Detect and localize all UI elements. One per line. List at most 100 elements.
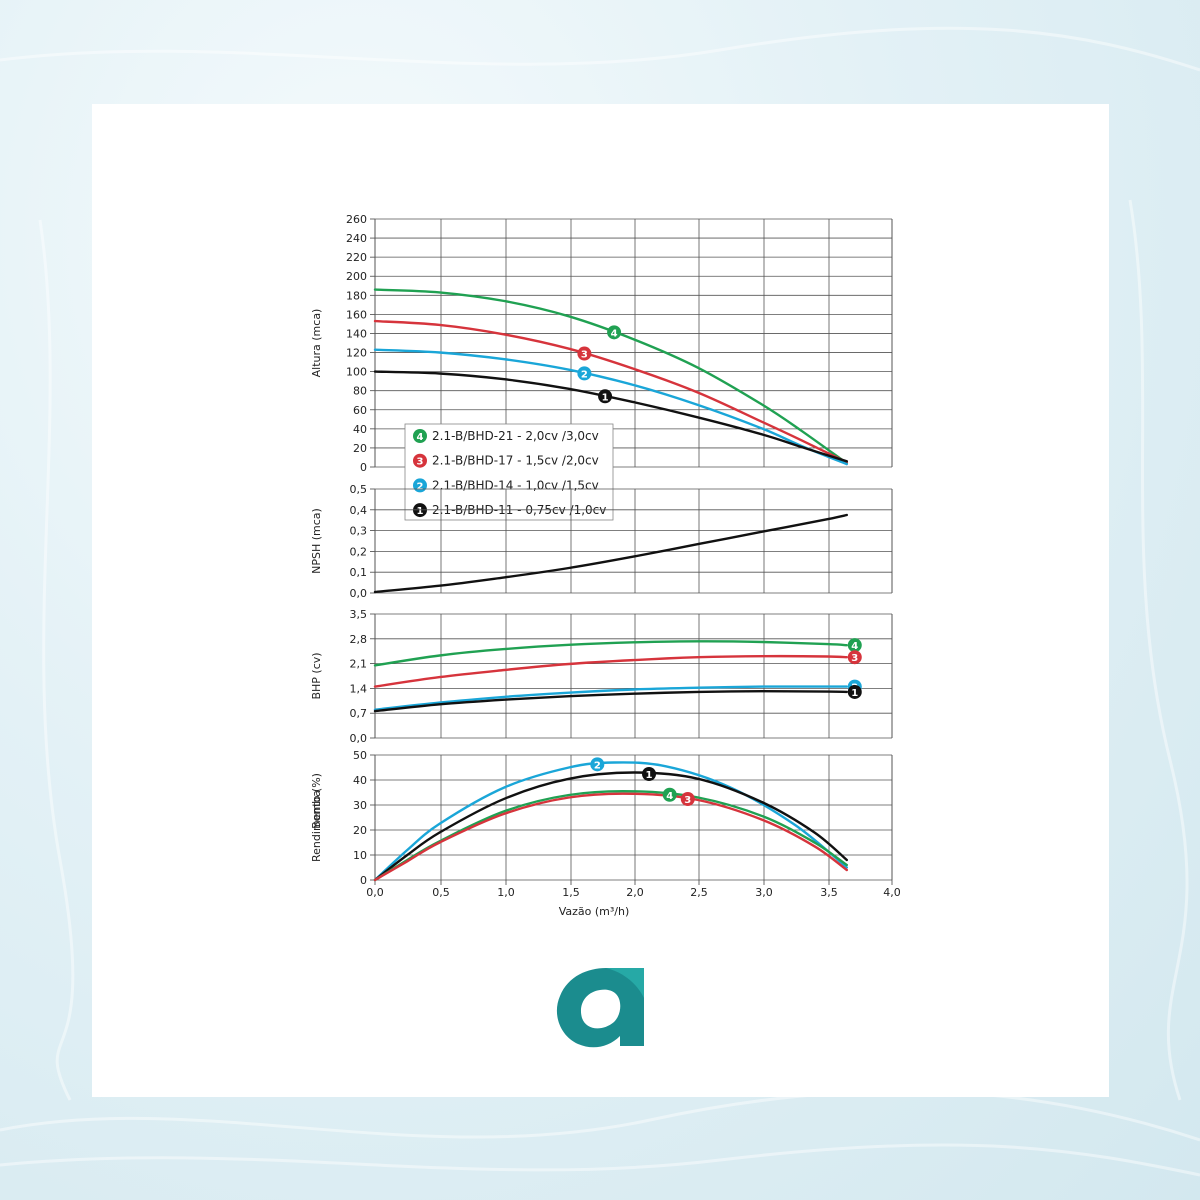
series-marker-2: 2 xyxy=(590,757,605,772)
series-marker-number: 3 xyxy=(581,350,588,361)
series-marker-number: 3 xyxy=(851,653,858,664)
grid xyxy=(370,488,893,594)
y-tick-label: 0,0 xyxy=(350,732,368,745)
y-tick-label: 20 xyxy=(353,442,367,455)
y-tick-label: 20 xyxy=(353,824,367,837)
y-tick-label: 80 xyxy=(353,385,367,398)
y-tick-label: 0,5 xyxy=(350,483,368,496)
chart-panel-4: 0 10 20 30 40 50 0,0 0,5 1,0 1,5 2,0 2,5 3,0 3,5 4,0 Va… xyxy=(310,749,901,918)
y-tick-label: 180 xyxy=(346,289,367,302)
series-line-4 xyxy=(373,640,848,667)
y-tick-label: 260 xyxy=(346,213,367,226)
y-tick-label: 40 xyxy=(353,774,367,787)
series-marker-number: 2 xyxy=(594,760,601,771)
series-marker-number: 1 xyxy=(602,392,609,403)
legend: 4 2.1-B/BHD-21 - 2,0cv /3,0cv 3 2.1-B/BHD-1… xyxy=(404,423,614,521)
series-marker-circle xyxy=(847,684,862,699)
series-line-2 xyxy=(373,348,848,466)
x-tick-label: 4,0 xyxy=(883,886,901,899)
series-marker-4: 4 xyxy=(847,638,862,653)
series-marker-number: 4 xyxy=(417,432,424,443)
series-marker-number: 1 xyxy=(851,688,858,699)
y-tick-label: 2,8 xyxy=(350,633,368,646)
series-marker-circle xyxy=(577,346,592,361)
series-line-2 xyxy=(373,685,848,711)
y-tick-label: 10 xyxy=(353,849,367,862)
series-marker-3: 3 xyxy=(847,650,862,665)
y-tick-label: 0,3 xyxy=(350,525,368,538)
series-line-4 xyxy=(373,789,848,882)
legend-label: 2.1-B/BHD-17 - 1,5cv /2,0cv xyxy=(432,454,599,468)
x-axis-title: Vazão (m³/h) xyxy=(559,905,630,918)
y-tick-label: 40 xyxy=(353,423,367,436)
y-tick-label: 0,7 xyxy=(350,707,368,720)
chart-panel-1: 0 20 40 60 80 100 120 140 160 180 200 220 240 260 Altu… xyxy=(310,213,893,521)
series-line-3 xyxy=(373,792,848,882)
a-logo-icon xyxy=(556,968,644,1048)
y-tick-label: 200 xyxy=(346,270,367,283)
series-marker-1: 1 xyxy=(598,389,613,404)
series-marker-circle xyxy=(847,638,862,653)
logo-highlight xyxy=(606,968,644,998)
series-line-4 xyxy=(373,288,848,465)
y-axis-title-overlap: Bomba xyxy=(310,790,323,829)
x-tick-label: 2,0 xyxy=(626,886,644,899)
logo-shape xyxy=(556,968,644,1048)
series-marker-number: 2 xyxy=(581,369,588,380)
y-axis-title: Altura (mca) xyxy=(310,309,323,378)
series-marker-number: 3 xyxy=(417,457,424,468)
series-marker-1: 1 xyxy=(847,684,862,699)
legend-label: 2.1-B/BHD-21 - 2,0cv /3,0cv xyxy=(432,429,599,443)
series-marker-circle xyxy=(413,453,427,468)
y-tick-label: 0,2 xyxy=(350,545,368,558)
series-marker-number: 2 xyxy=(417,481,424,492)
series-marker-number: 4 xyxy=(666,791,673,802)
series-marker-circle xyxy=(598,389,613,404)
x-tick-label: 3,5 xyxy=(820,886,838,899)
y-axis-title: NPSH (mca) xyxy=(310,508,323,574)
y-axis-title: Rendimento (%) xyxy=(310,773,323,862)
y-tick-label: 2,1 xyxy=(350,658,368,671)
y-tick-label: 0 xyxy=(360,874,367,887)
y-tick-label: 240 xyxy=(346,232,367,245)
y-tick-label: 140 xyxy=(346,327,367,340)
y-tick-label: 60 xyxy=(353,404,367,417)
series-marker-circle xyxy=(680,792,695,806)
legend-marker-3: 3 xyxy=(413,453,427,468)
series-marker-circle xyxy=(847,650,862,665)
series-marker-4: 4 xyxy=(607,325,622,340)
series-marker-circle xyxy=(642,767,657,781)
y-tick-label: 1,4 xyxy=(350,682,368,695)
y-axis-title: BHP (cv) xyxy=(310,652,323,699)
series-line-1 xyxy=(373,689,848,713)
y-tick-label: 30 xyxy=(353,799,367,812)
y-tick-label: 120 xyxy=(346,347,367,360)
series-marker-circle xyxy=(590,757,605,772)
legend-label: 2.1-B/BHD-14 - 1,0cv /1,5cv xyxy=(432,478,599,492)
series-line-1 xyxy=(373,771,848,882)
grid xyxy=(370,754,893,885)
chart-panel-2: 0,0 0,1 0,2 0,3 0,4 0,5 NPSH (mca) xyxy=(310,483,893,600)
y-tick-label: 0 xyxy=(360,461,367,474)
series-marker-number: 4 xyxy=(851,641,858,652)
y-tick-label: 3,5 xyxy=(350,608,368,621)
x-tick-label: 0,0 xyxy=(366,886,384,899)
series-marker-circle xyxy=(413,429,427,443)
chart-card xyxy=(92,104,1109,1097)
legend-marker-2: 2 xyxy=(413,478,427,493)
series-marker-2: 2 xyxy=(577,366,592,381)
series-line-3 xyxy=(373,319,848,464)
legend-box xyxy=(404,423,614,521)
series-marker-1: 1 xyxy=(642,767,657,781)
series-marker-number: 4 xyxy=(611,328,618,339)
y-tick-label: 220 xyxy=(346,251,367,264)
series-line-npsh xyxy=(373,513,848,594)
series-marker-circle xyxy=(607,325,622,340)
series-marker-circle xyxy=(662,787,677,802)
series-marker-3: 3 xyxy=(680,792,695,806)
y-tick-label: 0,1 xyxy=(350,566,368,579)
x-tick-label: 3,0 xyxy=(755,886,773,899)
x-tick-label: 1,0 xyxy=(497,886,515,899)
